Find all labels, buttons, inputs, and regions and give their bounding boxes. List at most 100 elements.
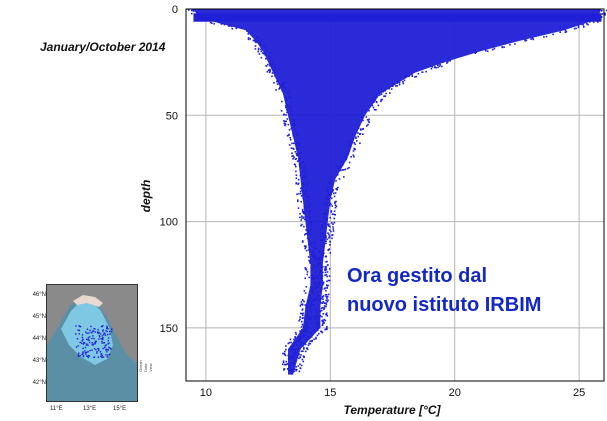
data-point [324,211,327,214]
data-point [310,268,313,271]
data-point [290,355,293,357]
data-point [325,328,328,331]
inset-station-dot [98,335,100,337]
data-point [331,190,334,192]
data-point [320,298,322,300]
data-point [315,298,318,301]
data-point [337,186,339,189]
data-point [304,314,307,317]
data-point [341,169,344,171]
data-point [255,39,257,41]
data-point [331,191,334,193]
inset-station-dot [109,353,111,356]
data-point [442,61,444,63]
data-point [324,319,327,322]
data-point [325,290,327,292]
data-point [294,353,296,355]
inset-map: 46°N 45°N 44°N 43°N 42°N 11°E 13°E 15°E … [28,282,153,418]
data-point [284,124,286,127]
data-point [329,225,331,228]
data-point [246,30,248,32]
data-point [396,85,398,87]
data-point [306,322,309,324]
data-point [341,161,343,163]
data-point [375,101,378,104]
data-point [328,279,331,282]
data-point [327,279,330,282]
y-tick-label: 100 [160,217,178,229]
inset-station-dot [84,350,86,352]
data-point [337,167,340,170]
data-point [353,147,355,150]
data-point [295,182,298,184]
data-point [384,95,387,97]
data-point [311,334,314,336]
data-point [282,83,284,86]
data-point [321,223,324,226]
data-point [301,323,304,326]
data-point [359,133,361,135]
data-point [261,52,264,54]
data-point [359,142,361,144]
inset-station-dot [84,342,86,344]
data-point [264,54,266,56]
data-point [297,337,300,340]
data-point [354,143,356,145]
data-point [288,348,291,350]
data-point [296,368,298,371]
data-point [324,238,326,241]
data-point [545,35,548,38]
data-point [290,127,293,130]
data-point [326,315,329,317]
data-point [293,348,296,351]
data-point [321,275,323,278]
data-point [414,76,416,78]
data-point [288,129,291,131]
data-point [309,261,311,263]
data-point [302,182,304,184]
data-point [352,150,355,152]
data-point [191,12,193,15]
data-point [335,200,337,203]
data-point [292,348,295,350]
data-point [376,95,378,97]
data-point [294,123,296,126]
data-point [597,9,600,12]
data-point [223,23,226,26]
x-tick-label: 15 [324,387,336,399]
data-point [320,267,322,269]
inset-station-dot [91,342,93,344]
data-point [274,66,276,69]
data-point [322,322,324,325]
data-point [306,347,309,349]
data-point [303,218,306,221]
data-point [309,216,311,219]
data-point [380,99,383,101]
data-point [329,204,331,207]
data-point [287,354,289,357]
inset-station-dot [94,342,96,344]
inset-station-dot [93,356,96,358]
data-point [316,264,319,267]
data-point [290,368,292,371]
inset-station-dot [105,354,107,356]
data-point [289,113,292,115]
data-point [281,82,284,85]
data-point [306,313,309,315]
data-point [287,92,290,94]
data-point [332,226,334,228]
data-point [296,134,298,136]
data-point [491,48,494,51]
data-point [292,134,295,137]
data-point [313,329,315,332]
inset-station-dot [81,340,83,342]
data-point [411,75,414,77]
data-point [309,205,311,207]
data-point [305,325,308,327]
data-point [297,200,299,203]
data-point [309,303,311,306]
data-point [335,205,338,208]
data-point [310,220,312,223]
data-point [293,124,295,126]
data-point [333,195,336,198]
